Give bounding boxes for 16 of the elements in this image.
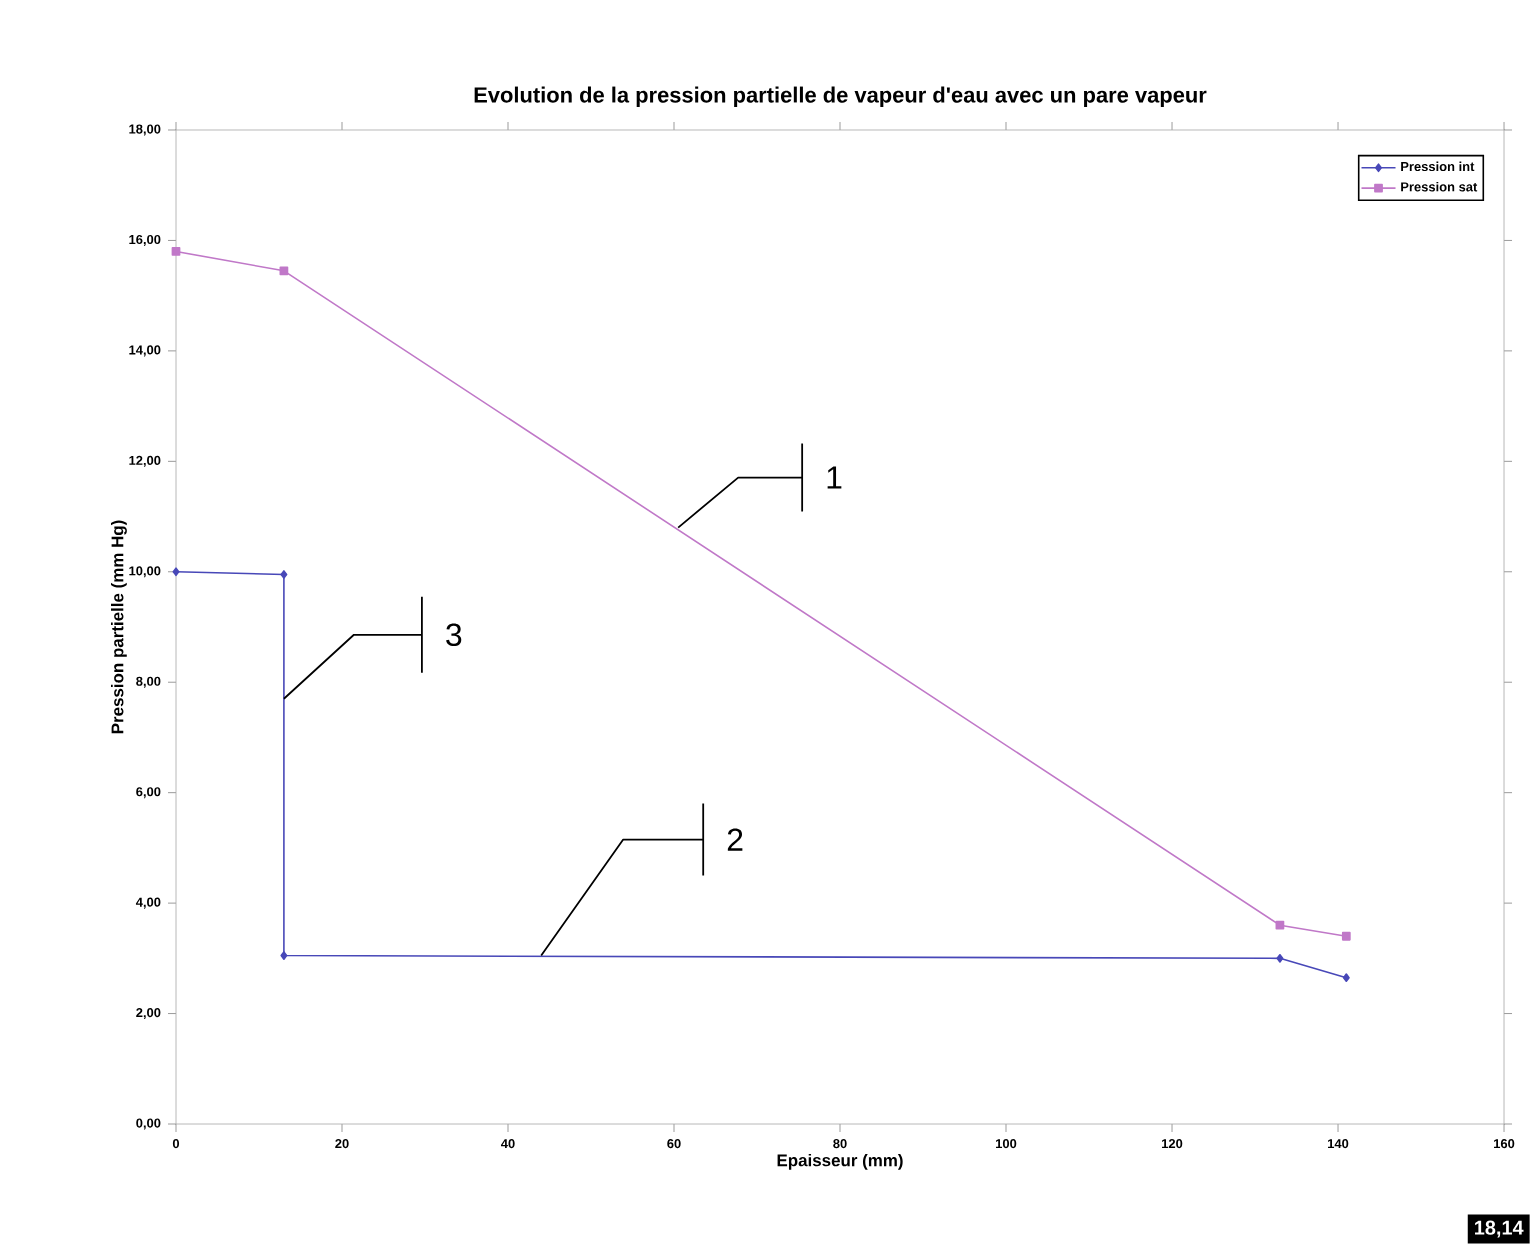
y-axis-title: Pression partielle (mm Hg) [111, 520, 127, 734]
point [172, 567, 180, 577]
point [1342, 973, 1350, 983]
annotation: 2 [727, 828, 743, 851]
point [171, 247, 181, 256]
annotation: 3 [446, 623, 462, 647]
text: 18,14 [1475, 1220, 1524, 1238]
point [279, 266, 289, 276]
point [1275, 920, 1285, 930]
point [280, 951, 288, 960]
chart-title: Evolution de la pression partielle de vapeur d'eau avec un pare vapeur [474, 86, 1207, 107]
annotation: 1 [827, 466, 842, 489]
point [1276, 953, 1284, 963]
point [1341, 931, 1351, 941]
x-axis-title: Epaisseur (mm) [777, 1153, 903, 1170]
point [280, 570, 288, 579]
